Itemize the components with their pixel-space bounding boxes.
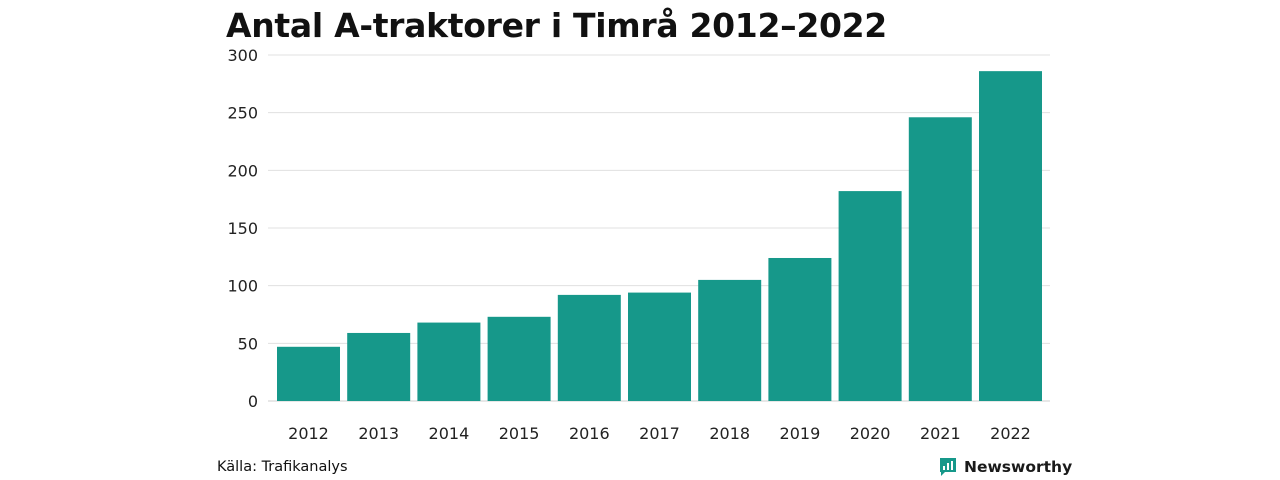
- y-tick-label: 50: [238, 334, 258, 353]
- x-tick-label: 2016: [569, 424, 610, 443]
- bar: [347, 332, 411, 401]
- bar: [768, 257, 832, 401]
- bar: [277, 346, 340, 401]
- chart-title: Antal A-traktorer i Timrå 2012–2022: [226, 6, 887, 45]
- y-tick-label: 0: [248, 392, 258, 411]
- x-tick-label: 2015: [499, 424, 540, 443]
- x-tick-label: 2017: [639, 424, 680, 443]
- bar: [979, 71, 1042, 401]
- bars: [277, 71, 1042, 401]
- brand-logo: Newsworthy: [938, 457, 1072, 477]
- x-tick-label: 2013: [358, 424, 399, 443]
- bar: [487, 316, 551, 401]
- brand-name: Newsworthy: [964, 458, 1073, 476]
- source-note: Källa: Trafikanalys: [217, 459, 348, 475]
- y-tick-label: 200: [227, 161, 258, 180]
- x-axis-ticks: 2012 2013 2014 2015 2016 2017 2018 2019 2020 2021…: [288, 424, 1031, 443]
- y-axis-ticks: 0 50 100 150 200 250 300: [227, 46, 258, 411]
- y-tick-label: 300: [227, 46, 258, 65]
- bar: [908, 117, 972, 401]
- bar: [698, 279, 762, 401]
- bar: [557, 294, 621, 401]
- newsworthy-logo-icon: [940, 458, 956, 476]
- bar: [838, 191, 902, 401]
- x-tick-label: 2022: [990, 424, 1031, 443]
- x-tick-label: 2021: [920, 424, 961, 443]
- y-tick-label: 100: [227, 277, 258, 296]
- x-tick-label: 2012: [288, 424, 329, 443]
- x-tick-label: 2014: [429, 424, 470, 443]
- bar: [628, 292, 691, 401]
- x-tick-label: 2018: [709, 424, 750, 443]
- x-tick-label: 2019: [780, 424, 821, 443]
- x-tick-label: 2020: [850, 424, 891, 443]
- bar: [417, 322, 481, 401]
- y-tick-label: 250: [227, 104, 258, 123]
- y-tick-label: 150: [227, 219, 258, 238]
